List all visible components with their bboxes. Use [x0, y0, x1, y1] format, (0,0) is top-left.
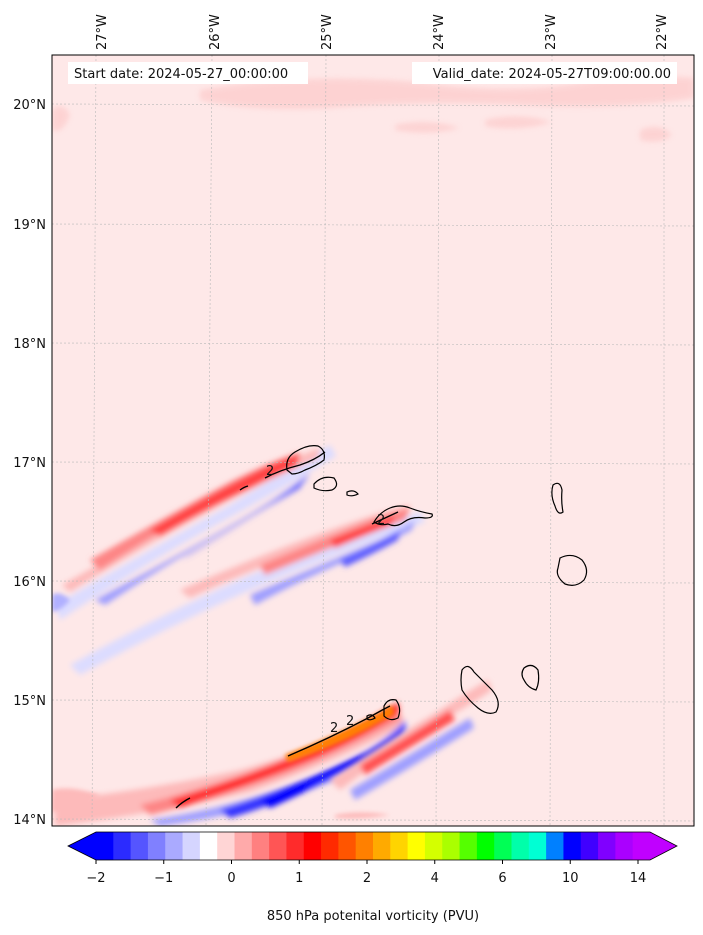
island-sao-vicente — [313, 476, 338, 492]
colorbar-cell — [199, 832, 218, 860]
colorbar-cell — [338, 832, 357, 860]
longitude-labels: 27°W 26°W 25°W 24°W 23°W 22°W — [95, 14, 670, 50]
colorbar-cell — [147, 832, 166, 860]
colorbar-cell — [303, 832, 322, 860]
lat-label: 19°N — [13, 218, 46, 233]
lon-label: 26°W — [208, 14, 223, 50]
colorbar-tick-label: −1 — [154, 871, 173, 886]
colorbar-cell — [528, 832, 547, 860]
colorbar-cell — [113, 832, 132, 860]
island-maio — [521, 664, 540, 691]
contour-label: 2 — [346, 714, 354, 729]
colorbar-cell — [217, 832, 236, 860]
start-date-box — [68, 62, 308, 84]
lat-label: 20°N — [13, 98, 46, 113]
island-boa-vista — [556, 554, 588, 586]
colorbar-tick-label: −2 — [86, 871, 105, 886]
contour-label: 2 — [377, 513, 385, 528]
lat-label: 15°N — [13, 694, 46, 709]
valid-date-box — [412, 62, 677, 84]
colorbar-cell — [563, 832, 582, 860]
contour-label: 2 — [266, 464, 274, 479]
colorbar-cell — [321, 832, 339, 860]
colorbar-cell — [286, 832, 305, 860]
coastlines — [286, 445, 588, 721]
colorbar-cell — [234, 832, 253, 860]
colorbar-cell — [130, 832, 149, 860]
colorbar-under-arrow — [68, 832, 96, 860]
colorbar-cell — [442, 832, 461, 860]
lon-label: 27°W — [95, 14, 110, 50]
colorbar-cell — [390, 832, 409, 860]
lat-label: 16°N — [13, 575, 46, 590]
lon-label: 25°W — [320, 14, 335, 50]
map-background — [52, 55, 694, 826]
colorbar: −2 −1 0 1 2 4 6 10 14 — [67, 831, 678, 886]
colorbar-cell — [182, 832, 201, 860]
island-santa-luzia — [346, 490, 359, 497]
colorbar-tick-label: 0 — [227, 871, 235, 886]
lon-label: 23°W — [544, 14, 559, 50]
colorbar-cell — [476, 832, 495, 860]
pv-contours — [175, 451, 399, 809]
colorbar-tick-label: 1 — [295, 871, 303, 886]
island-brava — [366, 714, 376, 721]
contour-label: 2 — [330, 721, 338, 736]
colorbar-cell — [251, 832, 270, 860]
pv-field: 2 2 2 2 — [52, 55, 694, 826]
start-date-label: Start date: 2024-05-27_00:00:00 — [74, 67, 288, 82]
colorbar-cell — [546, 832, 565, 860]
lat-label: 18°N — [13, 337, 46, 352]
colorbar-cell — [511, 832, 530, 860]
lon-label: 24°W — [432, 14, 447, 50]
island-santiago — [460, 665, 499, 714]
colorbar-tick-label: 14 — [630, 871, 647, 886]
colorbar-label: 850 hPa potenital vorticity (PVU) — [267, 909, 479, 924]
colorbar-cell — [373, 832, 391, 860]
island-fogo — [383, 699, 401, 721]
colorbar-cell — [96, 832, 114, 860]
latitude-labels: 20°N 19°N 18°N 17°N 16°N 15°N 14°N — [13, 98, 46, 828]
colorbar-cell — [459, 832, 478, 860]
colorbar-cell — [424, 832, 443, 860]
lon-label: 22°W — [655, 14, 670, 50]
map-frame — [51, 54, 695, 827]
colorbar-tick-label: 6 — [498, 871, 506, 886]
colorbar-tick-label: 4 — [431, 871, 439, 886]
colorbar-cell — [494, 832, 513, 860]
colorbar-tick-label: 10 — [562, 871, 579, 886]
colorbar-cell — [355, 832, 374, 860]
lat-label: 14°N — [13, 813, 46, 828]
island-sao-nicolau — [373, 505, 433, 527]
colorbar-cell — [632, 832, 651, 860]
lat-label: 17°N — [13, 456, 46, 471]
island-sal — [551, 482, 564, 514]
colorbar-cell — [598, 832, 616, 860]
colorbar-over-arrow — [650, 832, 677, 860]
valid-date-label: Valid_date: 2024-05-27T09:00:00.00 — [433, 67, 671, 82]
colorbar-cell — [615, 832, 634, 860]
colorbar-cell — [407, 832, 426, 860]
graticule — [52, 55, 694, 826]
colorbar-cell — [269, 832, 288, 860]
colorbar-cell — [580, 832, 599, 860]
colorbar-cell — [165, 832, 184, 860]
colorbar-tick-label: 2 — [363, 871, 371, 886]
